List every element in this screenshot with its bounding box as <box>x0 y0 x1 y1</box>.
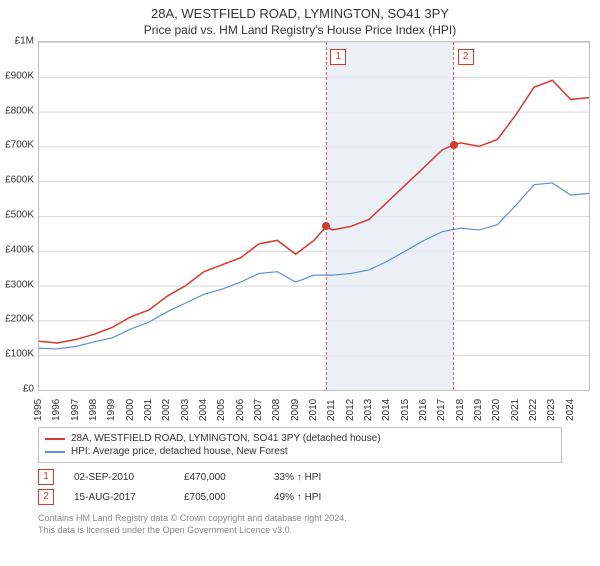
sale-date: 15-AUG-2017 <box>74 492 164 503</box>
y-tick: £500K <box>5 210 34 221</box>
y-tick: £200K <box>5 314 34 325</box>
x-tick: 2006 <box>235 399 246 421</box>
y-tick: £700K <box>5 140 34 151</box>
copyright-line-1: Contains HM Land Registry data © Crown c… <box>38 513 562 525</box>
x-tick: 2023 <box>546 399 557 421</box>
y-axis: £0£100K£200K£300K£400K£500K£600K£700K£80… <box>0 41 36 391</box>
x-tick: 2009 <box>290 399 301 421</box>
sale-marker: 2 <box>38 489 54 505</box>
x-tick: 2015 <box>400 399 411 421</box>
sale-point <box>450 141 458 149</box>
x-tick: 2013 <box>363 399 374 421</box>
chart-area: £0£100K£200K£300K£400K£500K£600K£700K£80… <box>38 41 590 391</box>
x-tick: 2016 <box>418 399 429 421</box>
sale-pct: 33% ↑ HPI <box>274 472 364 483</box>
x-tick: 1996 <box>51 399 62 421</box>
marker-box: 2 <box>458 49 474 65</box>
plot-area: 12 <box>38 41 590 391</box>
line-layer <box>39 42 589 390</box>
legend-label: HPI: Average price, detached house, New … <box>71 446 288 457</box>
x-tick: 2011 <box>326 399 337 421</box>
x-tick: 2004 <box>198 399 209 421</box>
x-tick: 2001 <box>143 399 154 421</box>
sale-price: £470,000 <box>184 472 254 483</box>
x-tick: 2024 <box>565 399 576 421</box>
y-tick: £0 <box>23 384 34 395</box>
sale-pct: 49% ↑ HPI <box>274 492 364 503</box>
sales-table: 1 02-SEP-2010 £470,000 33% ↑ HPI 2 15-AUG-201… <box>38 467 562 507</box>
sale-row: 2 15-AUG-2017 £705,000 49% ↑ HPI <box>38 487 562 507</box>
x-tick: 2002 <box>161 399 172 421</box>
x-tick: 2007 <box>253 399 264 421</box>
sale-marker: 1 <box>38 469 54 485</box>
x-tick: 2008 <box>271 399 282 421</box>
legend-swatch <box>45 451 65 453</box>
x-axis: 1995199619971998199920002001200220032004… <box>38 391 590 425</box>
x-tick: 2014 <box>381 399 392 421</box>
x-tick: 2022 <box>528 399 539 421</box>
legend-item: 28A, WESTFIELD ROAD, LYMINGTON, SO41 3PY… <box>45 432 555 445</box>
y-tick: £100K <box>5 349 34 360</box>
y-tick: £800K <box>5 105 34 116</box>
copyright-line-2: This data is licensed under the Open Gov… <box>38 525 562 537</box>
sale-row: 1 02-SEP-2010 £470,000 33% ↑ HPI <box>38 467 562 487</box>
x-tick: 1997 <box>70 399 81 421</box>
sale-price: £705,000 <box>184 492 254 503</box>
legend: 28A, WESTFIELD ROAD, LYMINGTON, SO41 3PY… <box>38 427 562 463</box>
y-tick: £600K <box>5 175 34 186</box>
sale-point <box>322 222 330 230</box>
x-tick: 2003 <box>180 399 191 421</box>
legend-swatch <box>45 438 65 440</box>
x-tick: 1998 <box>88 399 99 421</box>
series-hpi <box>39 183 589 349</box>
y-tick: £1M <box>15 36 34 47</box>
x-tick: 2021 <box>510 399 521 421</box>
y-tick: £300K <box>5 279 34 290</box>
legend-label: 28A, WESTFIELD ROAD, LYMINGTON, SO41 3PY… <box>71 433 381 444</box>
series-property <box>39 80 589 343</box>
x-tick: 2005 <box>216 399 227 421</box>
y-tick: £900K <box>5 70 34 81</box>
copyright: Contains HM Land Registry data © Crown c… <box>38 513 562 536</box>
legend-item: HPI: Average price, detached house, New … <box>45 445 555 458</box>
chart-subtitle: Price paid vs. HM Land Registry's House … <box>0 23 600 37</box>
sale-date: 02-SEP-2010 <box>74 472 164 483</box>
chart-title: 28A, WESTFIELD ROAD, LYMINGTON, SO41 3PY <box>0 6 600 21</box>
x-tick: 2018 <box>455 399 466 421</box>
x-tick: 2017 <box>436 399 447 421</box>
x-tick: 2010 <box>308 399 319 421</box>
y-tick: £400K <box>5 244 34 255</box>
x-tick: 2000 <box>125 399 136 421</box>
x-tick: 2019 <box>473 399 484 421</box>
marker-box: 1 <box>330 49 346 65</box>
x-tick: 2020 <box>491 399 502 421</box>
x-tick: 2012 <box>345 399 356 421</box>
x-tick: 1999 <box>106 399 117 421</box>
x-tick: 1995 <box>33 399 44 421</box>
